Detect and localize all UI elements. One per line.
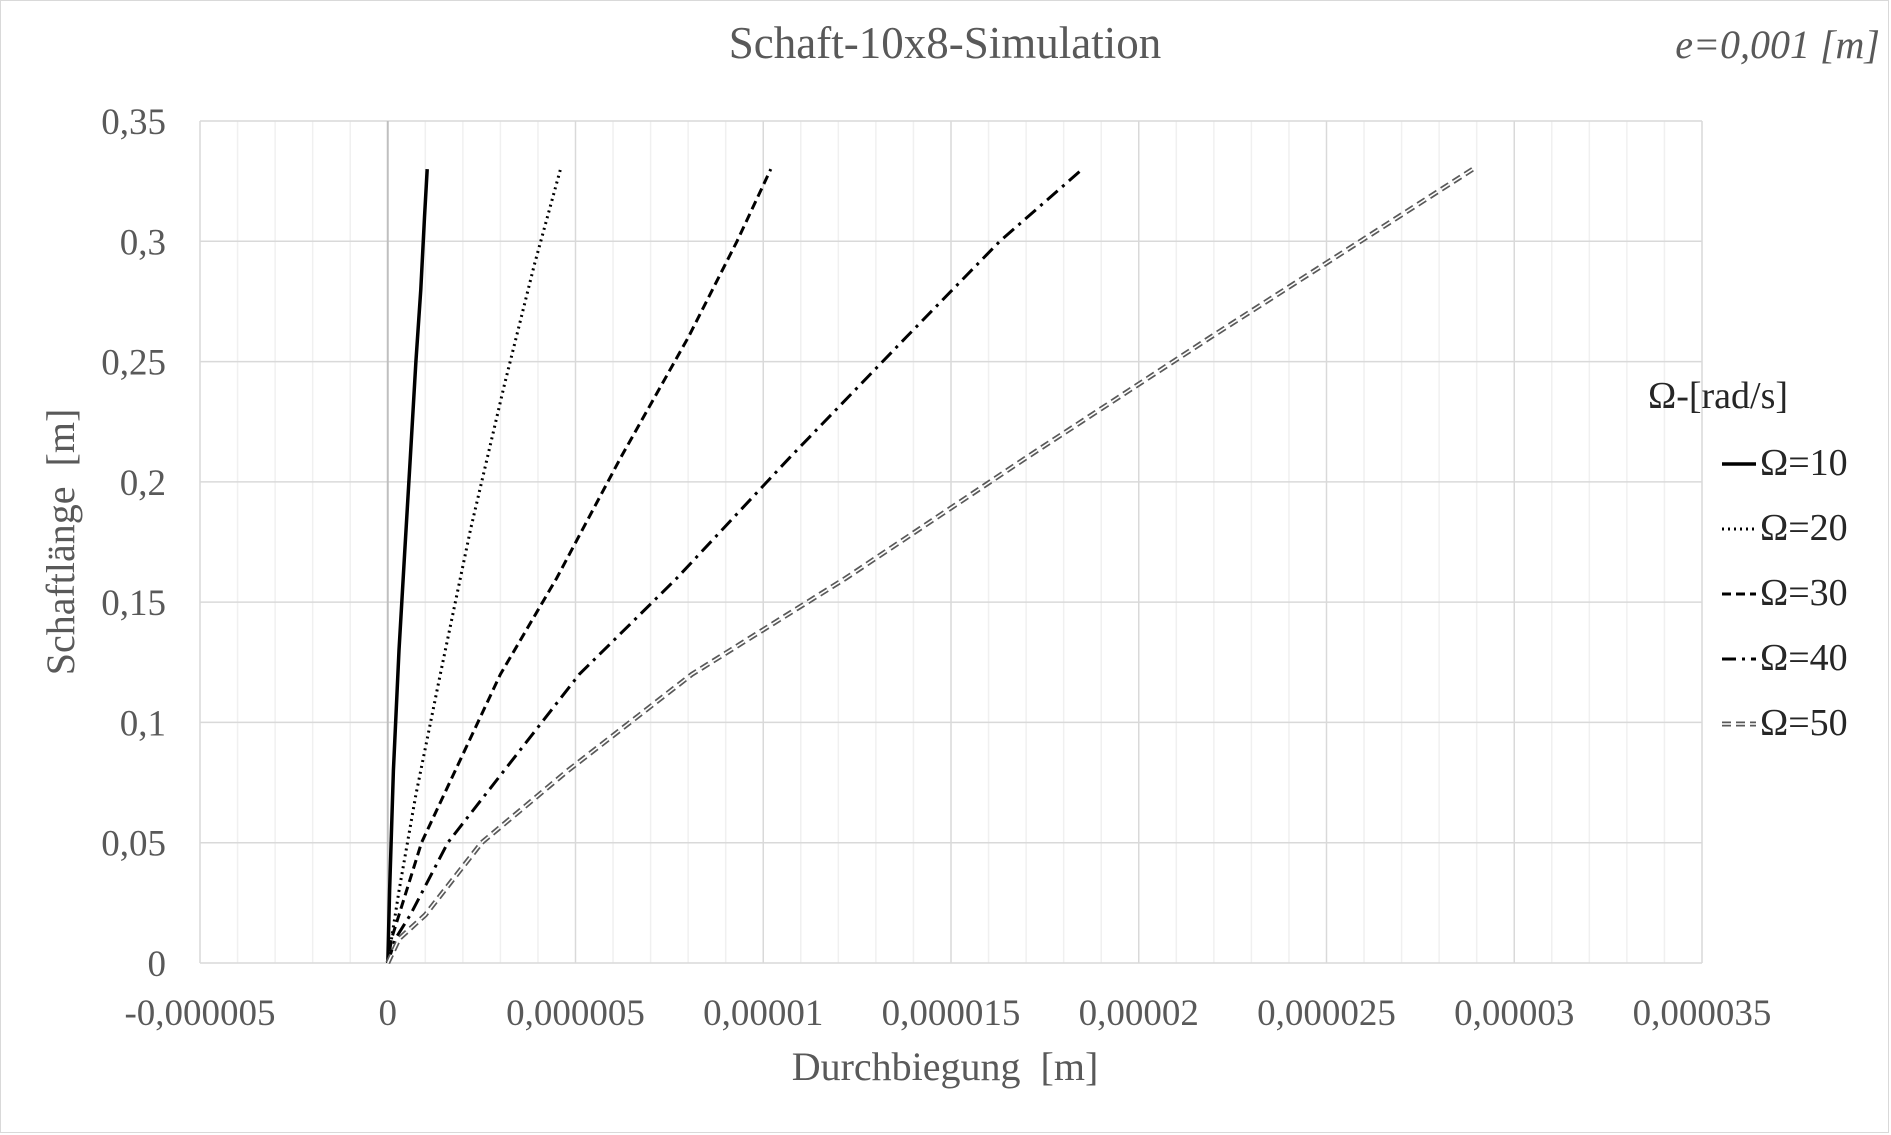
legend-label: Ω=40 — [1760, 637, 1848, 679]
y-tick-label: 0,25 — [101, 343, 166, 384]
minor-gridlines — [236, 121, 1666, 963]
y-tick-label: 0,3 — [120, 222, 166, 263]
y-axis-title: Schaftlänge [m] — [38, 409, 83, 676]
series-line-4 — [386, 167, 1084, 964]
x-tick-label: 0 — [379, 993, 398, 1034]
legend-label: Ω=50 — [1760, 702, 1848, 744]
x-tick-label: 0,000025 — [1257, 993, 1396, 1034]
y-tick-label: 0,2 — [120, 463, 166, 504]
y-tick-label: 0,1 — [120, 703, 166, 744]
series-line-2 — [386, 168, 562, 964]
x-tick-label: 0,00002 — [1079, 993, 1199, 1034]
legend-label: Ω=10 — [1760, 442, 1848, 484]
y-tick-labels: 0 0,05 0,1 0,15 0,2 0,25 0,3 0,35 — [101, 102, 166, 985]
series-line-inner-5 — [387, 168, 1474, 964]
legend-label: Ω=30 — [1760, 572, 1848, 614]
y-tick-label: 0,15 — [101, 583, 166, 624]
x-tick-label: 0,000015 — [882, 993, 1021, 1034]
eccentricity-annotation: e=0,001 [m] — [1675, 22, 1880, 67]
x-tick-labels: -0,000005 0 0,000005 0,00001 0,000015 0,00002… — [124, 993, 1771, 1034]
series-line-1 — [386, 169, 429, 964]
x-tick-label: 0,000005 — [506, 993, 645, 1034]
x-tick-label: 0,000035 — [1633, 993, 1772, 1034]
x-tick-label: -0,000005 — [124, 993, 275, 1034]
major-gridlines — [199, 120, 1703, 964]
y-tick-label: 0,05 — [101, 824, 166, 865]
series-lines — [385, 166, 1475, 965]
legend: Ω-[rad/s] Ω=10 Ω=20 Ω=30 Ω=40 Ω=50 — [1648, 375, 1848, 744]
legend-label: Ω=20 — [1760, 507, 1848, 549]
x-tick-label: 0,00003 — [1454, 993, 1574, 1034]
legend-title: Ω-[rad/s] — [1648, 375, 1788, 417]
x-tick-label: 0,00001 — [703, 993, 823, 1034]
chart-title: Schaft-10x8-Simulation — [729, 18, 1161, 68]
y-tick-label: 0,35 — [101, 102, 166, 143]
y-tick-label: 0 — [148, 944, 167, 985]
x-axis-title: Durchbiegung [m] — [792, 1044, 1099, 1089]
series-line-5 — [385, 166, 1475, 965]
series-line-3 — [386, 168, 773, 964]
